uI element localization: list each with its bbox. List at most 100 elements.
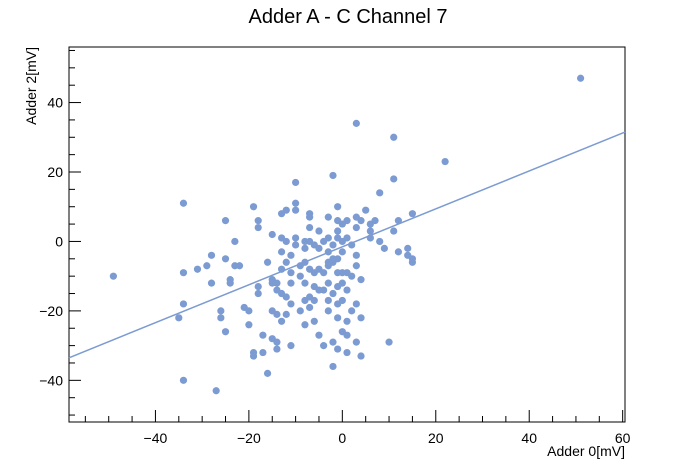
data-point [357, 314, 365, 322]
data-point [357, 276, 365, 284]
data-point [441, 157, 449, 166]
data-point [324, 248, 332, 256]
data-point [235, 262, 244, 270]
data-point [277, 248, 286, 256]
data-point [324, 296, 332, 305]
data-point [338, 248, 346, 256]
x-tick-label: 0 [338, 430, 346, 446]
data-point [273, 338, 281, 346]
data-point [320, 342, 328, 350]
data-point [292, 241, 300, 249]
data-point [212, 387, 220, 395]
data-point [179, 300, 188, 308]
data-point [376, 189, 384, 197]
y-tick-label: 20 [47, 164, 63, 180]
data-point [273, 310, 281, 318]
data-point [362, 206, 370, 214]
data-point [338, 296, 346, 305]
data-point [352, 262, 360, 270]
data-point [292, 199, 300, 207]
data-point [282, 206, 290, 214]
data-point [254, 223, 262, 232]
x-tick-label: 40 [521, 430, 537, 446]
data-point [263, 369, 272, 377]
data-point [390, 175, 398, 183]
data-point [221, 255, 230, 263]
data-point [343, 234, 351, 242]
data-point [352, 338, 360, 346]
data-point [254, 282, 262, 291]
data-point [315, 227, 323, 235]
y-tick-label: −20 [39, 303, 63, 319]
data-point [245, 321, 253, 329]
data-point [357, 217, 365, 225]
data-point [175, 314, 183, 322]
data-point [292, 206, 300, 214]
data-point [334, 203, 342, 211]
data-point [348, 241, 356, 249]
data-point [338, 279, 346, 287]
data-point [296, 307, 304, 315]
x-axis-label: Adder 0[mV] [547, 443, 625, 459]
data-point [310, 296, 318, 305]
data-point [109, 272, 117, 280]
data-point [287, 251, 295, 259]
data-point [408, 210, 417, 218]
data-point [287, 279, 295, 287]
data-point [268, 230, 276, 239]
data-point [324, 213, 332, 221]
data-point [217, 307, 225, 315]
data-point [343, 217, 351, 225]
data-point [179, 376, 188, 384]
data-point [306, 303, 314, 312]
data-point [296, 272, 304, 280]
data-point [179, 269, 188, 277]
data-point [315, 331, 323, 339]
data-point [221, 328, 230, 336]
data-point [179, 199, 188, 207]
data-point [329, 241, 337, 249]
x-tick-label: −40 [144, 430, 168, 446]
data-point [306, 223, 314, 232]
data-point [352, 223, 360, 232]
data-point [324, 279, 332, 287]
data-point [348, 272, 356, 280]
axis-ticks [69, 49, 624, 422]
data-point [292, 178, 300, 187]
data-point [343, 317, 351, 325]
data-point [292, 234, 300, 242]
data-point [310, 317, 318, 325]
data-point [348, 307, 356, 315]
data-point [287, 300, 295, 308]
data-point [376, 237, 384, 246]
data-point [408, 258, 417, 266]
data-point [343, 348, 351, 357]
data-point [245, 307, 253, 315]
data-point [273, 279, 281, 287]
data-point [203, 262, 211, 270]
data-point [277, 265, 286, 273]
data-point [226, 279, 234, 287]
data-point [231, 237, 239, 246]
data-point [263, 258, 272, 266]
data-points [109, 74, 585, 395]
data-point [320, 269, 328, 277]
data-point [207, 279, 216, 287]
data-point [390, 227, 398, 235]
data-point [301, 244, 309, 252]
fit-line [68, 131, 626, 359]
data-point [329, 289, 337, 298]
data-point [352, 119, 360, 127]
data-point [343, 331, 351, 339]
data-point [259, 331, 267, 339]
x-tick-label: −20 [237, 430, 261, 446]
x-tick-label: 20 [428, 430, 444, 446]
plot-frame [68, 46, 626, 423]
data-point [301, 279, 309, 287]
data-point [334, 227, 342, 235]
data-point [277, 317, 286, 325]
data-point [371, 217, 379, 225]
data-point [207, 251, 216, 259]
data-point [249, 203, 258, 211]
